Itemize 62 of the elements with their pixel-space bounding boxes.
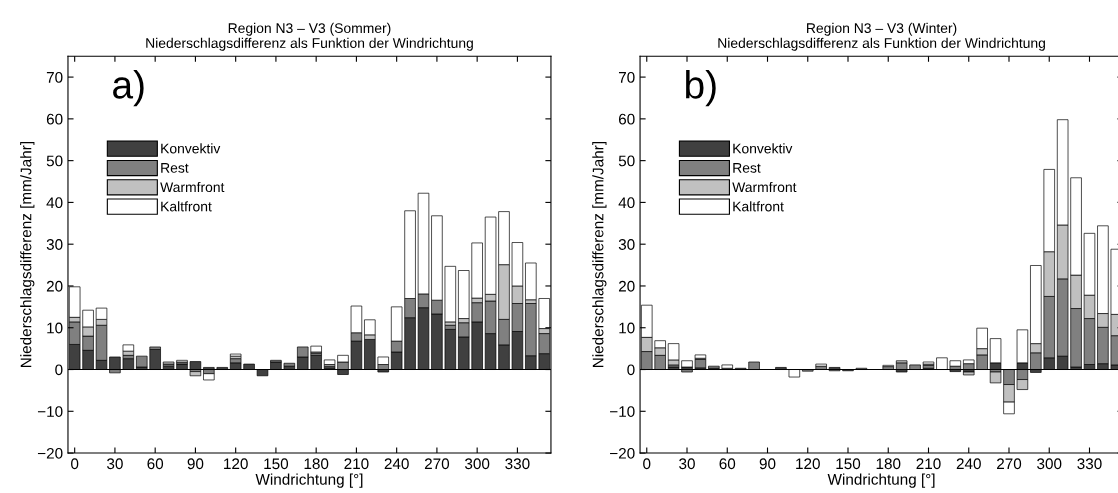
legend-label: Warmfront xyxy=(732,181,797,193)
y-tick-label: 20 xyxy=(46,280,63,292)
y-tick-label: 60 xyxy=(618,113,635,125)
y-tick-label: 30 xyxy=(618,239,635,250)
x-tick-label: 120 xyxy=(796,458,820,470)
y-tick-label: 60 xyxy=(46,113,63,125)
x-tick-label: 90 xyxy=(759,458,776,470)
x-tick-label: 60 xyxy=(719,458,736,470)
y-tick-label: 50 xyxy=(46,155,63,167)
x-tick-label: 270 xyxy=(997,458,1022,470)
x-tick-label: 30 xyxy=(679,458,695,470)
y-tick-label: 0 xyxy=(55,364,63,376)
legend-label: Rest xyxy=(733,163,761,173)
y-tick-label: 40 xyxy=(46,197,63,209)
y-tick-label: −20 xyxy=(610,447,635,459)
x-tick-label: 150 xyxy=(264,458,289,470)
x-tick-label: 60 xyxy=(147,458,164,470)
y-tick-label: 30 xyxy=(46,239,63,250)
x-tick-label: 210 xyxy=(916,458,941,470)
y-tick-label: −10 xyxy=(610,406,635,417)
legend-label: Warmfront xyxy=(160,181,225,193)
x-tick-label: 240 xyxy=(384,458,409,470)
legend-label: Konvektiv xyxy=(733,143,793,154)
y-tick-label: 50 xyxy=(618,155,635,167)
x-tick-label: 300 xyxy=(1037,458,1062,470)
x-tick-label: 270 xyxy=(424,458,450,470)
y-axis-title: Niederschlagsdifferenz [mm/Jahr] xyxy=(20,142,35,368)
x-tick-label: 0 xyxy=(643,458,651,470)
legend-label: Konvektiv xyxy=(161,143,221,154)
legend-label: Kaltfront xyxy=(161,201,212,212)
y-tick-label: −10 xyxy=(37,406,63,417)
x-tick-label: 330 xyxy=(1077,458,1102,470)
x-tick-label: 180 xyxy=(304,458,329,470)
y-tick-label: 10 xyxy=(47,322,63,334)
chart-subtitle: Niederschlagsdifferenz als Funktion der Windrichtung xyxy=(146,37,473,51)
y-tick-label: 20 xyxy=(618,280,635,292)
y-tick-label: 70 xyxy=(618,71,635,83)
x-tick-label: 180 xyxy=(876,458,901,470)
chart-title: Region N3 – V3 (Sommer) xyxy=(228,22,391,36)
y-tick-label: 40 xyxy=(618,197,635,209)
x-tick-label: 30 xyxy=(107,458,123,470)
legend-label: Kaltfront xyxy=(733,201,784,212)
y-tick-label: 0 xyxy=(627,364,635,376)
x-tick-label: 210 xyxy=(344,458,369,470)
y-tick-label: 70 xyxy=(46,71,63,83)
x-axis-title: Windrichtung [°] xyxy=(255,473,363,488)
x-tick-label: 300 xyxy=(465,458,490,470)
annotation: a) xyxy=(113,70,144,107)
y-tick-label: −20 xyxy=(37,447,63,459)
chart-subtitle: Niederschlagsdifferenz als Funktion der Windrichtung xyxy=(718,37,1045,51)
x-tick-label: 330 xyxy=(505,458,530,470)
x-tick-label: 120 xyxy=(224,458,248,470)
x-tick-label: 150 xyxy=(836,458,861,470)
x-axis-title: Windrichtung [°] xyxy=(827,473,935,488)
annotation: b) xyxy=(686,70,716,107)
y-axis-title: Niederschlagsdifferenz [mm/Jahr] xyxy=(592,142,607,368)
x-tick-label: 0 xyxy=(71,458,79,470)
x-tick-label: 90 xyxy=(187,458,204,470)
x-tick-label: 240 xyxy=(956,458,981,470)
chart-title: Region N3 – V3 (Winter) xyxy=(807,22,957,36)
y-tick-label: 10 xyxy=(619,322,635,334)
legend-label: Rest xyxy=(161,163,189,173)
